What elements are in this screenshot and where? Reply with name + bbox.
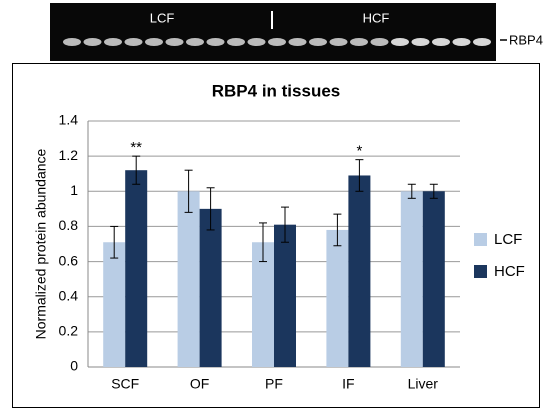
blot-band <box>104 38 122 46</box>
blot-band <box>412 38 430 46</box>
blot-band <box>227 38 245 46</box>
blot-band <box>125 38 143 46</box>
x-tick-label: SCF <box>111 376 139 392</box>
figure: LCF HCF RBP4 RBP4 in tissues Normalized … <box>0 0 546 410</box>
blot-band <box>309 38 327 46</box>
bar <box>326 230 348 367</box>
blot-bands <box>63 38 491 46</box>
blot-band <box>268 38 286 46</box>
x-tick-label: PF <box>265 376 283 392</box>
legend-label: HCF <box>494 263 525 280</box>
blot-band <box>63 38 81 46</box>
legend-swatch <box>474 265 487 278</box>
chart-title: RBP4 in tissues <box>212 81 341 100</box>
blot-band <box>166 38 184 46</box>
bar <box>103 242 125 367</box>
y-tick-label: 0.2 <box>59 323 79 339</box>
bar <box>200 209 222 367</box>
y-tick-label: 1.4 <box>59 112 79 128</box>
blot-band <box>453 38 471 46</box>
blot-band <box>145 38 163 46</box>
blot-label: HCF <box>363 10 390 25</box>
legend-swatch <box>474 233 487 246</box>
blot-band <box>186 38 204 46</box>
x-tick-label: OF <box>190 376 209 392</box>
blot-band <box>330 38 348 46</box>
annotation: ** <box>130 139 142 156</box>
blot-band <box>248 38 266 46</box>
bar <box>401 191 423 367</box>
y-tick-label: 0 <box>70 358 78 374</box>
x-tick-label: IF <box>342 376 354 392</box>
bar <box>348 175 370 367</box>
y-tick-label: 0.8 <box>59 217 79 233</box>
blot-band <box>473 38 491 46</box>
bar <box>178 191 200 367</box>
blot-band <box>432 38 450 46</box>
y-tick-label: 1 <box>70 182 78 198</box>
y-tick-label: 0.6 <box>59 252 79 268</box>
blot-band <box>207 38 225 46</box>
blot-marker: RBP4 <box>509 32 543 47</box>
blot-label: LCF <box>150 10 175 25</box>
y-axis-label: Normalized protein abundance <box>33 148 49 339</box>
bar <box>274 225 296 367</box>
x-tick-label: Liver <box>408 376 439 392</box>
blot-band <box>84 38 102 46</box>
blot-band <box>289 38 307 46</box>
blot-band <box>350 38 368 46</box>
y-tick-label: 1.2 <box>59 147 79 163</box>
annotation: * <box>356 143 362 160</box>
y-tick-label: 0.4 <box>59 287 79 303</box>
bar <box>125 170 147 367</box>
blot-band <box>371 38 389 46</box>
blot-band <box>391 38 409 46</box>
bar <box>423 191 445 367</box>
legend-label: LCF <box>494 231 522 248</box>
